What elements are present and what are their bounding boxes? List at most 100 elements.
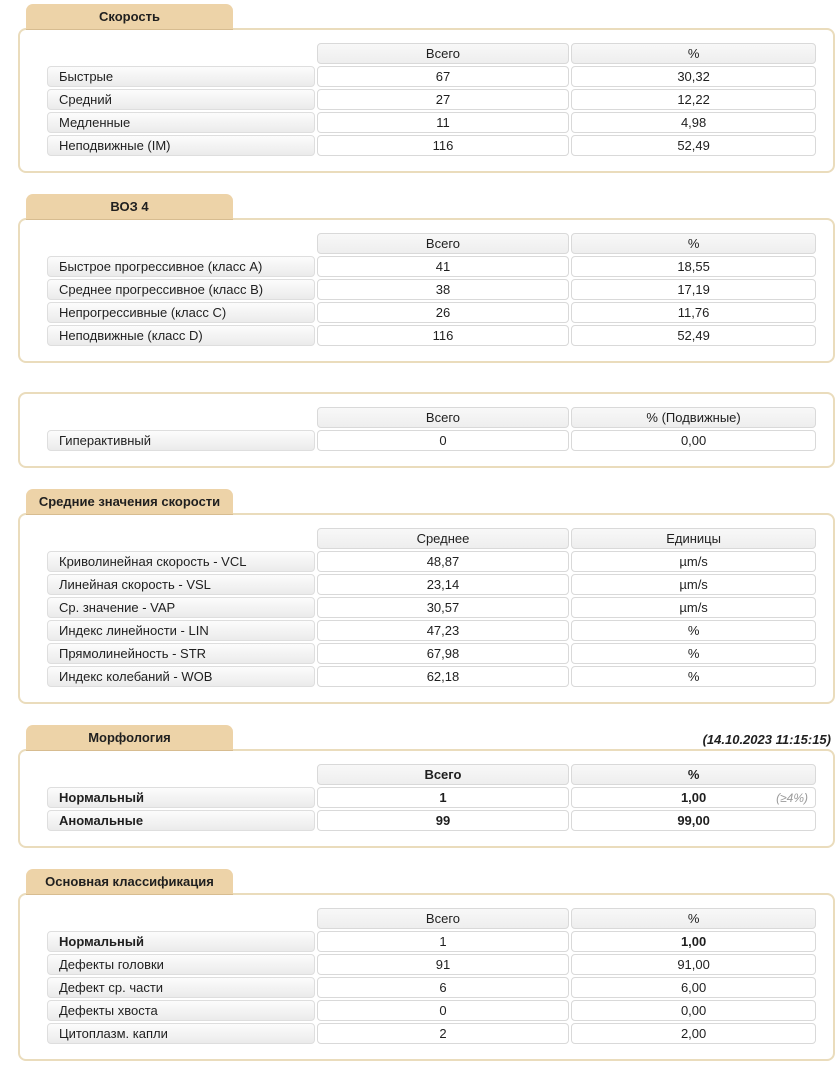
column-header-total: Всего bbox=[316, 233, 570, 254]
table-row: Ср. значение - VAP 30,57 µm/s bbox=[47, 597, 816, 618]
section-tab-row-speed: Скорость bbox=[18, 4, 835, 30]
section-panel-speed: Всего% Быстрые 67 30,32 Средний 27 12,22 Медлен… bbox=[18, 28, 835, 173]
row-value-text: 26 bbox=[435, 305, 451, 320]
row-value-text: 62,18 bbox=[426, 669, 460, 684]
row-value-text: 99 bbox=[435, 813, 451, 828]
row-value-text: % bbox=[687, 669, 700, 684]
row-value: µm/s bbox=[571, 574, 816, 595]
header-spacer-cell bbox=[47, 908, 315, 929]
header-row: Всего% bbox=[47, 43, 816, 64]
section-tab-row-who4: ВОЗ 4 bbox=[18, 194, 835, 220]
section-hyperactive: Всего% (Подвижные) Гиперактивный 0 0,00 bbox=[18, 392, 835, 468]
row-value: 0 bbox=[316, 430, 570, 451]
section-avg-speed: Средние значения скорости Среднее Единицы К… bbox=[18, 489, 835, 704]
table-body: Всего% Быстрые 67 30,32 Средний 27 12,22 Медлен… bbox=[47, 43, 816, 156]
row-value-text: 1,00 bbox=[680, 934, 707, 949]
row-value: 11 bbox=[316, 112, 570, 133]
row-value-text: 12,22 bbox=[677, 92, 710, 107]
row-label: Непрогрессивные (класс C) bbox=[47, 302, 315, 323]
row-value-text: 2 bbox=[439, 1026, 447, 1041]
section-speed: Скорость Всего% Быстрые 67 30,32 Средний 27 12,… bbox=[18, 4, 835, 173]
row-label: Среднее прогрессивное (класс B) bbox=[47, 279, 315, 300]
row-value-text: µm/s bbox=[679, 577, 708, 592]
table-body: Всего% (Подвижные) Гиперактивный 0 0,00 bbox=[47, 407, 816, 451]
section-panel-classification: Всего% Нормальный 1 1,00 Дефекты головки 91 91… bbox=[18, 893, 835, 1061]
row-value-text: 0,00 bbox=[680, 433, 707, 448]
row-value-text: 11,76 bbox=[677, 305, 710, 320]
row-label: Дефекты хвоста bbox=[47, 1000, 315, 1021]
row-label: Дефект ср. части bbox=[47, 977, 315, 998]
table-row: Среднее прогрессивное (класс B) 38 17,19 bbox=[47, 279, 816, 300]
table-row: Неподвижные (IM) 116 52,49 bbox=[47, 135, 816, 156]
section-morphology: Морфология (14.10.2023 11:15:15) Всего% Нор… bbox=[18, 725, 835, 848]
row-value-text: 0,00 bbox=[680, 1003, 707, 1018]
row-value-text: 47,23 bbox=[426, 623, 460, 638]
row-label: Индекс колебаний - WOB bbox=[47, 666, 315, 687]
row-value: 30,32 bbox=[571, 66, 816, 87]
row-value-text: 11 bbox=[436, 115, 450, 130]
row-value: 52,49 bbox=[571, 135, 816, 156]
header-spacer-cell bbox=[47, 43, 315, 64]
table-row: Неподвижные (класс D) 116 52,49 bbox=[47, 325, 816, 346]
table-row: Непрогрессивные (класс C) 26 11,76 bbox=[47, 302, 816, 323]
row-value-text: 2,00 bbox=[680, 1026, 707, 1041]
table-row: Нормальный 1 1,00 bbox=[47, 931, 816, 952]
table-row: Аномальные 99 99,00 bbox=[47, 810, 816, 831]
section-classification: Основная классификация Всего% Нормальный 1 1… bbox=[18, 869, 835, 1061]
row-label: Аномальные bbox=[47, 810, 315, 831]
row-value: 67 bbox=[316, 66, 570, 87]
row-value-text: 4,98 bbox=[680, 115, 707, 130]
row-value: µm/s bbox=[571, 551, 816, 572]
table-row: Дефекты хвоста 0 0,00 bbox=[47, 1000, 816, 1021]
row-label: Нормальный bbox=[47, 931, 315, 952]
column-header-total: Всего bbox=[316, 43, 570, 64]
row-value-text: 6,00 bbox=[680, 980, 707, 995]
row-value-text: 48,87 bbox=[426, 554, 460, 569]
data-table-who4: Всего% Быстрое прогрессивное (класс A) 41 1… bbox=[45, 231, 818, 348]
table-row: Быстрое прогрессивное (класс A) 41 18,55 bbox=[47, 256, 816, 277]
row-label: Цитоплазм. капли bbox=[47, 1023, 315, 1044]
table-row: Медленные 11 4,98 bbox=[47, 112, 816, 133]
column-header-percent: % bbox=[571, 43, 816, 64]
row-value-text: 17,19 bbox=[677, 282, 710, 297]
row-value-text: 1 bbox=[439, 934, 447, 949]
table-row: Индекс линейности - LIN 47,23% bbox=[47, 620, 816, 641]
row-value-text: 52,49 bbox=[677, 138, 710, 153]
row-value-text: 0 bbox=[439, 433, 447, 448]
row-value: 1 bbox=[316, 931, 570, 952]
data-table-hyperactive: Всего% (Подвижные) Гиперактивный 0 0,00 bbox=[45, 405, 818, 453]
header-spacer-cell bbox=[47, 764, 315, 785]
header-spacer-cell bbox=[47, 233, 315, 254]
section-tab-row-avg-speed: Средние значения скорости bbox=[18, 489, 835, 515]
row-value: 62,18 bbox=[316, 666, 570, 687]
table-row: Линейная скорость - VSL 23,14 µm/s bbox=[47, 574, 816, 595]
row-value-text: 91 bbox=[435, 957, 451, 972]
column-header-percent: % bbox=[571, 908, 816, 929]
row-label: Линейная скорость - VSL bbox=[47, 574, 315, 595]
section-who4: ВОЗ 4 Всего% Быстрое прогрессивное (класс … bbox=[18, 194, 835, 363]
row-value: 1 bbox=[316, 787, 570, 808]
row-value: 11,76 bbox=[571, 302, 816, 323]
row-value: 1,00 bbox=[571, 931, 816, 952]
table-row: Криволинейная скорость - VCL 48,87 µm/s bbox=[47, 551, 816, 572]
row-value: 27 bbox=[316, 89, 570, 110]
row-label: Нормальный bbox=[47, 787, 315, 808]
reference-annotation: (≥4%) bbox=[776, 790, 808, 805]
row-value-text: 38 bbox=[435, 282, 451, 297]
column-header-total: Всего bbox=[316, 908, 570, 929]
row-value-text: 116 bbox=[432, 138, 454, 153]
row-value: 17,19 bbox=[571, 279, 816, 300]
row-label: Прямолинейность - STR bbox=[47, 643, 315, 664]
row-value: 48,87 bbox=[316, 551, 570, 572]
row-value: 26 bbox=[316, 302, 570, 323]
header-row: Всего% (Подвижные) bbox=[47, 407, 816, 428]
table-row: Средний 27 12,22 bbox=[47, 89, 816, 110]
row-value: µm/s bbox=[571, 597, 816, 618]
row-value-text: 52,49 bbox=[677, 328, 710, 343]
data-table-morphology: Всего% Нормальный 1 1,00 (≥4%) Аномальные 99 99… bbox=[45, 762, 818, 833]
row-value-text: 67 bbox=[435, 69, 451, 84]
row-value: 18,55 bbox=[571, 256, 816, 277]
row-value-text: % bbox=[687, 646, 700, 661]
table-row: Прямолинейность - STR 67,98% bbox=[47, 643, 816, 664]
row-value-text: % bbox=[687, 623, 700, 638]
